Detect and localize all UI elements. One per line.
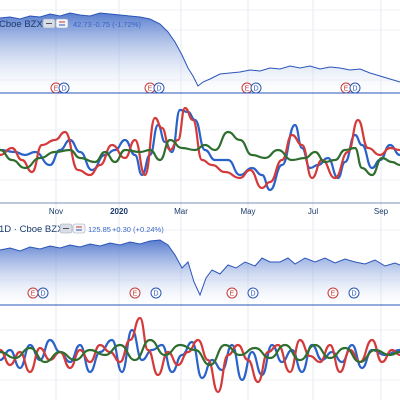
top-marker-D-5[interactable]: D xyxy=(250,82,262,94)
bot-marker-label-2: E xyxy=(133,291,138,298)
bot-marker-circle-7 xyxy=(348,287,360,299)
bot-marker-label-4: E xyxy=(230,291,235,298)
bot-marker-D-1[interactable]: D xyxy=(37,287,49,299)
top-price: 42.73 xyxy=(73,20,92,29)
x-tick-label-0: Nov xyxy=(49,207,63,216)
bot-marker-D-5[interactable]: D xyxy=(247,287,259,299)
top-marker-label-6: E xyxy=(344,86,349,93)
bot-marker-label-7: D xyxy=(351,291,356,298)
top-change: -0.75 (-1.72%) xyxy=(93,20,141,29)
top-osc-series-2 xyxy=(0,130,400,177)
bot-marker-circle-6 xyxy=(327,287,339,299)
bot-marker-label-0: E xyxy=(31,291,36,298)
bot-marker-circle-1 xyxy=(37,287,49,299)
bot-marker-label-3: D xyxy=(153,291,158,298)
bot-marker-circle-4 xyxy=(226,287,238,299)
x-tick-label-2: Mar xyxy=(174,207,188,216)
top-marker-D-3[interactable]: D xyxy=(153,82,165,94)
top-price-area xyxy=(0,13,400,93)
bot-marker-E-4[interactable]: E xyxy=(226,287,238,299)
top-oscillator xyxy=(0,106,400,192)
bottom-change: +0.30 (+0.24%) xyxy=(112,225,164,234)
bottom-oscillator xyxy=(0,316,400,394)
bottom-price: 125.85 xyxy=(88,225,111,234)
bot-marker-circle-3 xyxy=(150,287,162,299)
bot-marker-D-3[interactable]: D xyxy=(150,287,162,299)
top-marker-label-1: D xyxy=(61,86,66,93)
bot-marker-label-1: D xyxy=(40,291,45,298)
top-badge-compare[interactable] xyxy=(55,18,69,29)
bot-marker-E-0[interactable]: E xyxy=(27,287,39,299)
bot-marker-label-6: E xyxy=(331,291,336,298)
bottom-price-area xyxy=(0,240,400,305)
bot-marker-circle-5 xyxy=(247,287,259,299)
top-marker-label-2: E xyxy=(148,86,153,93)
bot-osc-series-1 xyxy=(0,316,400,394)
top-marker-D-1[interactable]: D xyxy=(58,82,70,94)
x-tick-label-1: 2020 xyxy=(110,207,128,216)
top-marker-label-4: E xyxy=(245,86,250,93)
bottom-interval-exchange-label: 1D · Cboe BZX xyxy=(0,224,64,235)
x-tick-label-4: Jul xyxy=(308,207,318,216)
top-marker-label-5: D xyxy=(253,86,258,93)
top-marker-D-7[interactable]: D xyxy=(349,82,361,94)
bottom-header: 1D · Cboe BZX 125.85 +0.30 (+0.24%) xyxy=(0,223,164,235)
top-marker-label-7: D xyxy=(352,86,357,93)
bot-marker-E-6[interactable]: E xyxy=(327,287,339,299)
bot-marker-circle-2 xyxy=(129,287,141,299)
top-osc-series-1 xyxy=(0,106,400,190)
top-price-line xyxy=(0,12,400,87)
top-marker-label-3: D xyxy=(156,86,161,93)
bot-marker-D-7[interactable]: D xyxy=(348,287,360,299)
bot-marker-label-5: D xyxy=(250,291,255,298)
bot-osc-series-2 xyxy=(0,338,400,367)
bottom-price-line xyxy=(0,239,400,297)
top-marker-label-0: E xyxy=(54,86,59,93)
bottom-badge-compare[interactable] xyxy=(72,223,86,234)
top-x-axis: Nov 2020 Mar May Jul Sep xyxy=(49,207,389,216)
x-tick-label-5: Sep xyxy=(374,207,389,216)
x-tick-label-3: May xyxy=(240,207,255,216)
top-exchange-label: Cboe BZX xyxy=(0,19,43,30)
top-header: Cboe BZX 42.73 -0.75 (-1.72%) xyxy=(0,18,141,30)
bot-marker-E-2[interactable]: E xyxy=(129,287,141,299)
top-osc-series-0 xyxy=(0,108,400,192)
